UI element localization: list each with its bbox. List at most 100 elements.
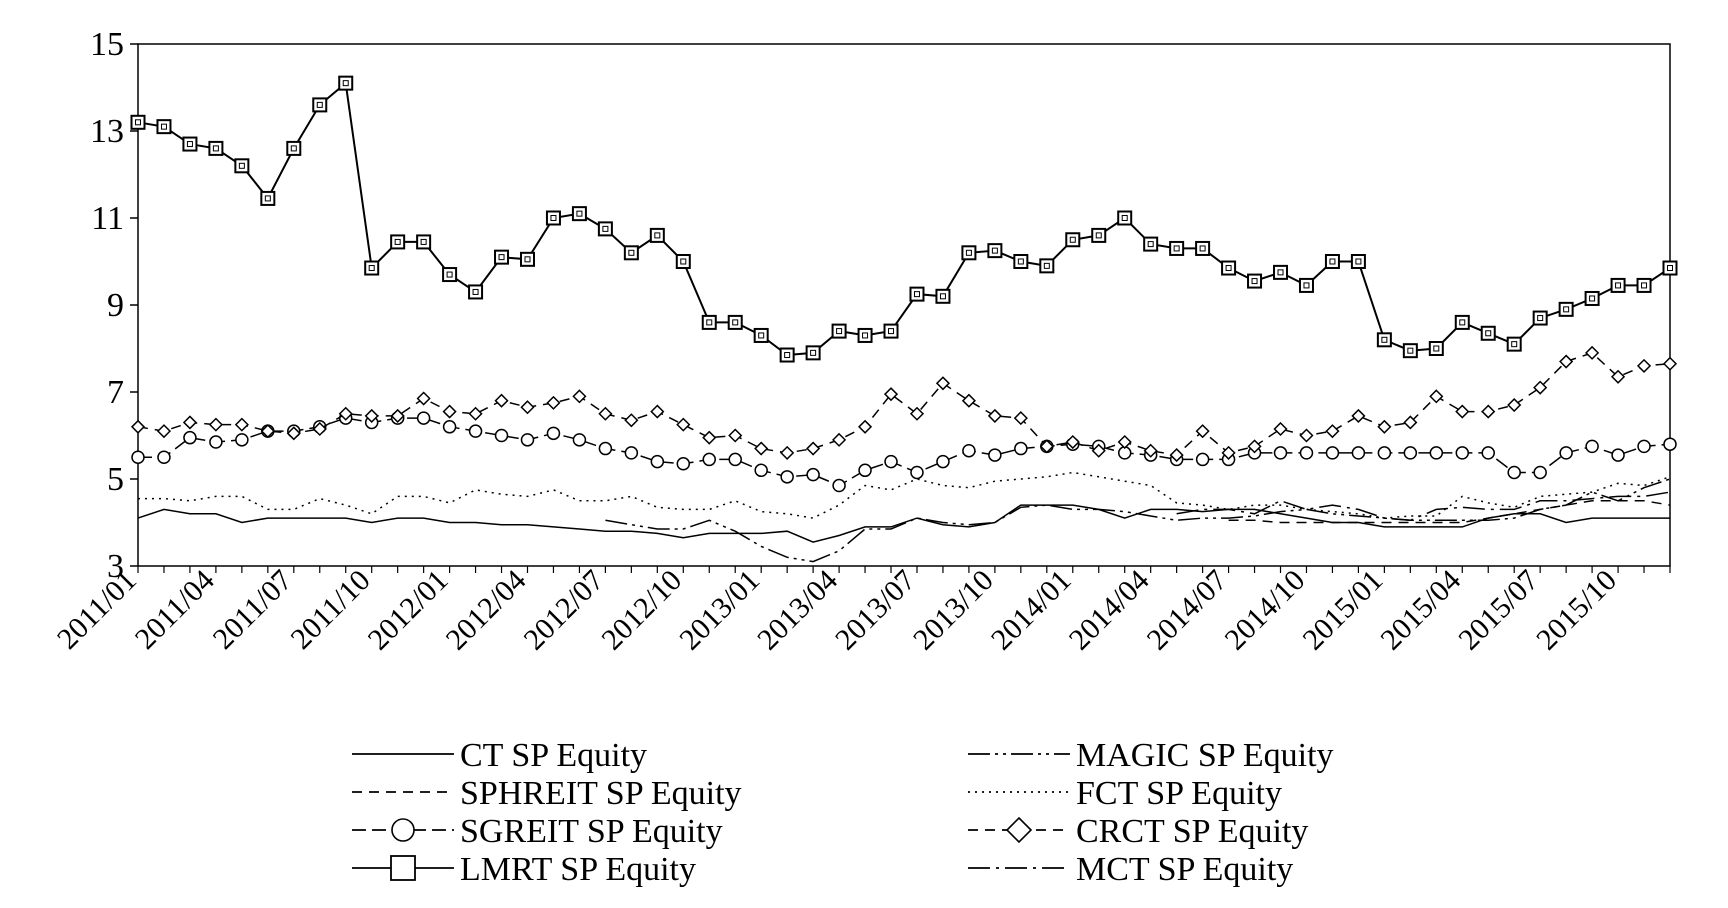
- circle-marker: [235, 433, 249, 447]
- legend-item: SGREIT SP Equity: [352, 813, 723, 850]
- series-line: [1228, 500, 1671, 524]
- circle-marker: [157, 450, 171, 464]
- circle-marker: [832, 478, 846, 493]
- square-marker-inner: [1615, 282, 1622, 289]
- square-marker-inner: [1251, 278, 1258, 285]
- diamond-marker: [1662, 356, 1678, 371]
- diamond-marker: [1247, 439, 1262, 454]
- y-tick-label: 3: [107, 548, 124, 585]
- y-tick-label: 7: [107, 374, 124, 411]
- diamond-marker: [1195, 424, 1210, 439]
- diamond-marker: [1611, 369, 1626, 384]
- circle-marker: [209, 435, 223, 449]
- square-marker-inner: [602, 225, 609, 232]
- diamond-marker: [624, 413, 639, 428]
- x-tick-label: 2012/04: [440, 564, 533, 657]
- diamond-marker: [1429, 389, 1444, 404]
- x-tick-label: 2014/07: [1141, 564, 1234, 657]
- circle-marker: [572, 433, 587, 447]
- circle-marker: [988, 448, 1002, 462]
- circle-marker: [858, 463, 872, 478]
- x-tick-label: 2011/04: [129, 564, 221, 656]
- series-lmrt-sp-equity: [130, 75, 1678, 363]
- series-mct-sp-equity: [1176, 491, 1671, 522]
- diamond-marker: [286, 426, 301, 441]
- x-tick-label: 2015/07: [1452, 564, 1545, 657]
- legend-label: SGREIT SP Equity: [460, 813, 723, 850]
- circle-marker: [1481, 446, 1495, 460]
- square-marker-inner: [810, 349, 817, 356]
- square-marker-inner: [498, 254, 505, 261]
- diamond-marker: [234, 417, 249, 432]
- y-tick-label: 9: [107, 287, 124, 324]
- diamond-marker: [702, 430, 717, 445]
- square-marker-inner: [135, 119, 141, 126]
- legend-label: CT SP Equity: [460, 737, 647, 774]
- diamond-marker: [676, 417, 691, 432]
- diamond-marker: [1403, 415, 1418, 430]
- x-tick-label: 2012/10: [595, 564, 688, 657]
- square-marker-inner: [654, 232, 661, 239]
- square-marker-inner: [186, 141, 193, 148]
- square-marker-inner: [965, 249, 972, 256]
- diamond-marker: [1636, 358, 1652, 373]
- x-tick-label: 2014/01: [985, 564, 1078, 657]
- square-marker-inner: [160, 123, 167, 130]
- circle-marker: [962, 443, 976, 458]
- square-marker-inner: [576, 210, 583, 217]
- square-marker-inner: [1095, 232, 1102, 239]
- circle-marker: [702, 452, 717, 467]
- circle-marker: [780, 470, 794, 484]
- series-line: [137, 504, 1670, 543]
- diamond-marker: [1559, 354, 1574, 369]
- circle-marker: [416, 411, 431, 425]
- diamond-marker: [832, 432, 847, 447]
- diamond-marker: [780, 445, 795, 460]
- series-crct-sp-equity: [130, 345, 1678, 463]
- diamond-marker: [1143, 443, 1158, 458]
- square-marker-inner: [680, 258, 687, 265]
- diamond-marker: [857, 419, 873, 434]
- square-marker-inner: [420, 238, 427, 245]
- circle-marker: [728, 452, 742, 467]
- diamond-marker: [156, 424, 172, 439]
- square-marker-inner: [264, 195, 271, 202]
- x-tick-label: 2014/10: [1219, 564, 1312, 657]
- legend-item: LMRT SP Equity: [352, 851, 696, 888]
- circle-marker: [468, 424, 483, 438]
- legend-diamond-marker: [1005, 816, 1033, 844]
- square-marker-inner: [1589, 295, 1596, 302]
- diamond-marker: [182, 415, 197, 430]
- circle-marker: [1273, 446, 1288, 460]
- x-tick-label: 2015/01: [1296, 564, 1389, 657]
- x-tick-label: 2011/10: [285, 564, 377, 656]
- square-marker-inner: [913, 291, 920, 298]
- square-marker-inner: [212, 145, 219, 152]
- square-marker-inner: [1381, 336, 1388, 343]
- diamond-marker: [208, 417, 223, 432]
- diamond-marker: [1377, 419, 1392, 434]
- diamond-marker: [260, 424, 275, 439]
- legend-item: FCT SP Equity: [968, 775, 1282, 812]
- square-marker-inner: [446, 271, 453, 278]
- circle-marker: [1663, 437, 1677, 451]
- diamond-marker: [1169, 448, 1184, 463]
- square-marker-inner: [1329, 258, 1336, 265]
- legend-label: CRCT SP Equity: [1076, 813, 1308, 850]
- diamond-marker: [1273, 421, 1288, 437]
- legend-square-marker: [390, 855, 416, 881]
- circle-marker: [598, 441, 613, 456]
- diamond-marker: [130, 419, 146, 434]
- diamond-marker: [312, 421, 327, 437]
- square-marker-inner: [1173, 245, 1180, 252]
- diamond-marker: [1481, 404, 1496, 419]
- diamond-marker: [364, 408, 379, 423]
- diamond-marker: [1351, 408, 1366, 423]
- circle-marker: [1377, 446, 1392, 460]
- legend-item: MAGIC SP Equity: [968, 737, 1334, 774]
- x-tick-label: 2013/10: [907, 564, 1000, 657]
- circle-marker: [676, 457, 691, 471]
- x-tick-label: 2015/04: [1374, 564, 1467, 657]
- diamond-marker: [468, 406, 483, 421]
- series-line: [605, 478, 1671, 563]
